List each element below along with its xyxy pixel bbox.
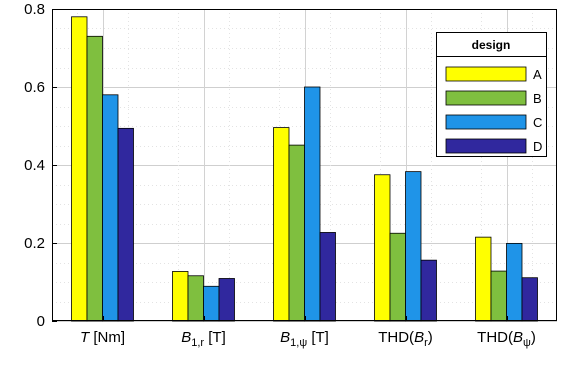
bar-D-5	[521, 277, 538, 322]
legend-swatch-D	[445, 138, 527, 154]
y-axis-ticks: 0 0.2 0.4 0.6 0.8	[24, 1, 57, 330]
y-tick-label: 0.6	[24, 79, 45, 96]
legend-title: design	[472, 38, 511, 52]
bar-B-3	[288, 144, 305, 322]
bar-C-4	[405, 171, 422, 322]
bar-B-5	[490, 270, 507, 322]
legend-swatch-C	[445, 114, 527, 130]
bar-D-4	[420, 259, 437, 322]
x-tick-label: B1,ψ [T]	[280, 329, 329, 349]
bar-D-3	[319, 232, 336, 322]
bar-C-3	[304, 86, 321, 322]
bar-C-2	[203, 285, 220, 322]
x-tick-label: THD(Br)	[378, 329, 433, 349]
y-tick-label: 0.2	[24, 235, 45, 252]
y-tick-label: 0.4	[24, 157, 45, 174]
legend-label-D: D	[533, 139, 542, 154]
x-tick-label: T [Nm]	[80, 329, 125, 346]
bar-D-2	[218, 278, 235, 322]
bar-C-1	[102, 94, 119, 322]
bar-A-4	[374, 174, 391, 322]
bar-D-1	[117, 127, 134, 322]
bar-B-2	[187, 275, 204, 322]
legend-label-A: A	[533, 67, 542, 82]
x-axis-ticks: T [Nm] B1,r [T] B1,ψ [T] THD(Br) THD(Bψ)	[80, 316, 536, 349]
bar-C-5	[506, 242, 523, 322]
bar-B-1	[86, 35, 103, 322]
legend-swatch-A	[445, 66, 527, 82]
x-tick-label: B1,r [T]	[181, 329, 226, 349]
bar-A-5	[475, 236, 492, 322]
bar-B-4	[389, 232, 406, 322]
x-tick-label: THD(Bψ)	[477, 329, 536, 349]
bar-A-3	[273, 127, 290, 322]
y-tick-label: 0	[37, 313, 45, 330]
bar-A-1	[71, 16, 88, 322]
y-tick-label: 0.8	[24, 1, 45, 18]
bar-A-2	[172, 271, 189, 322]
legend-swatch-B	[445, 90, 527, 106]
legend-label-C: C	[533, 115, 542, 130]
legend-label-B: B	[533, 91, 542, 106]
